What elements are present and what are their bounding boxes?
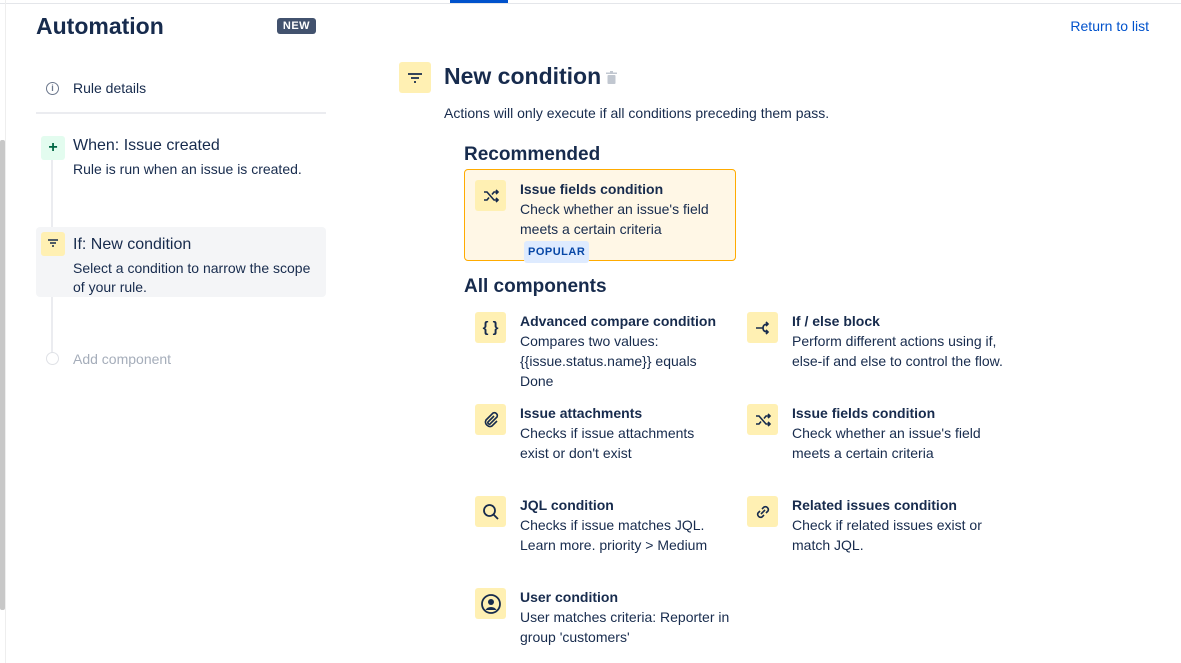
rule-details-item[interactable]: i Rule details — [36, 78, 326, 98]
component-desc: Checks if issue matches JQL. Learn more.… — [520, 517, 708, 553]
step-title: When: Issue created — [73, 137, 220, 154]
shuffle-icon — [475, 180, 506, 211]
filter-icon — [399, 62, 431, 93]
condition-title: New condition — [444, 63, 602, 89]
info-icon: i — [46, 81, 59, 95]
rule-details-label: Rule details — [73, 80, 147, 96]
search-icon — [475, 496, 506, 527]
user-icon — [475, 588, 506, 619]
scrollbar[interactable] — [0, 140, 5, 610]
recommended-heading: Recommended — [464, 144, 601, 165]
component-name: Advanced compare condition — [520, 313, 717, 329]
trash-icon[interactable] — [606, 71, 617, 84]
step-desc: Select a condition to narrow the scope o… — [73, 260, 311, 295]
subtitle: Actions will only execute if all conditi… — [444, 105, 830, 121]
left-border — [5, 0, 6, 663]
add-component-label: Add component — [73, 351, 172, 367]
branch-icon — [747, 312, 778, 343]
component-desc: Checks if issue attachments exist or don… — [520, 425, 695, 461]
step-desc: Rule is run when an issue is created. — [73, 161, 302, 177]
component-name: User condition — [520, 589, 619, 605]
component-name: Issue fields condition — [792, 405, 936, 421]
shuffle-icon — [747, 404, 778, 435]
step-condition[interactable]: If: New condition Select a condition to … — [36, 227, 326, 297]
component-desc: Check whether an issue's field meets a c… — [792, 425, 981, 461]
step-title: If: New condition — [73, 236, 192, 253]
component-name: Related issues condition — [792, 497, 957, 513]
component-name: Issue attachments — [520, 405, 643, 421]
filter-icon — [41, 232, 65, 256]
top-border — [0, 0, 1181, 4]
component-name: JQL condition — [520, 497, 614, 513]
component-desc: Compares two values: {{issue.status.name… — [520, 333, 697, 389]
component-desc: Check if related issues exist or match J… — [792, 517, 982, 553]
add-component-button[interactable]: Add component — [36, 350, 326, 370]
paperclip-icon — [475, 404, 506, 435]
active-tab-indicator — [450, 0, 508, 3]
component-desc: User matches criteria: Reporter in group… — [520, 609, 730, 645]
page-title: Automation — [36, 13, 164, 39]
popular-badge: POPULAR — [524, 241, 590, 263]
all-components-heading: All components — [464, 276, 607, 297]
braces-icon: { } — [475, 312, 506, 343]
component-desc: Check whether an issue's field meets a c… — [520, 201, 709, 237]
divider — [36, 112, 326, 114]
step-trigger[interactable]: + When: Issue created Rule is run when a… — [36, 136, 326, 196]
component-desc: Perform different actions using if, else… — [792, 333, 1003, 369]
recommended-card[interactable]: Issue fields condition Check whether an … — [464, 169, 736, 263]
component-name: If / else block — [792, 313, 880, 329]
component-name: Issue fields condition — [520, 181, 664, 197]
circle-icon — [46, 352, 59, 365]
link-icon — [747, 496, 778, 527]
return-to-list-link[interactable]: Return to list — [1070, 18, 1149, 34]
plus-icon: + — [41, 136, 65, 160]
new-badge: NEW — [277, 18, 316, 34]
